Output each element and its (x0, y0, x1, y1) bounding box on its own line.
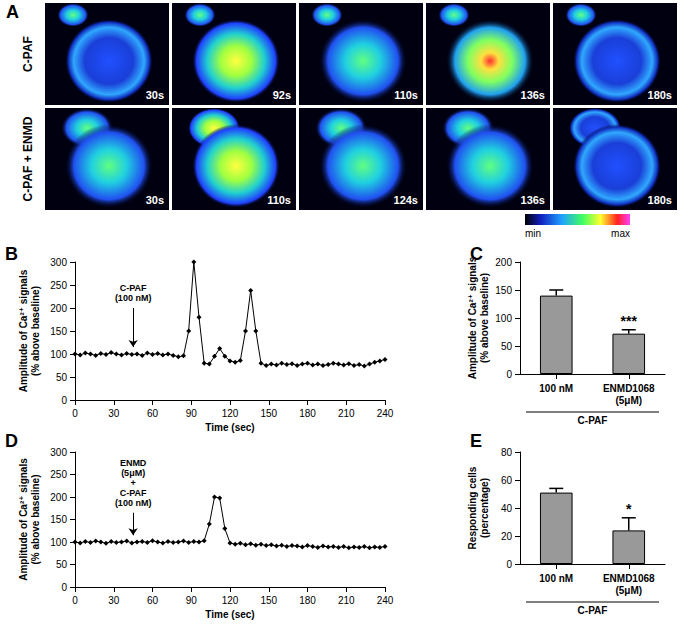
svg-text:120: 120 (222, 408, 239, 419)
svg-text:C-PAF: C-PAF (578, 415, 608, 426)
svg-text:150: 150 (50, 514, 67, 525)
svg-text:150: 150 (50, 326, 67, 337)
svg-text:Amplitude of Ca²⁺ signals: Amplitude of Ca²⁺ signals (467, 256, 478, 379)
svg-text:30: 30 (108, 408, 120, 419)
svg-text:180: 180 (299, 408, 316, 419)
svg-text:300: 300 (50, 447, 67, 458)
svg-text:C-PAF: C-PAF (578, 605, 608, 616)
svg-text:200: 200 (50, 492, 67, 503)
svg-text:C-PAF: C-PAF (120, 488, 147, 498)
svg-text:100 nM: 100 nM (539, 573, 573, 584)
svg-text:(5μM): (5μM) (615, 395, 642, 406)
svg-text:210: 210 (338, 595, 355, 606)
svg-text:250: 250 (50, 469, 67, 480)
svg-text:90: 90 (186, 408, 198, 419)
svg-text:0: 0 (506, 369, 512, 380)
svg-text:60: 60 (147, 408, 159, 419)
svg-text:(100 nM): (100 nM) (115, 293, 152, 303)
svg-text:124s: 124s (394, 194, 418, 206)
svg-text:C-PAF: C-PAF (120, 283, 147, 293)
svg-text:ENMD: ENMD (120, 458, 147, 468)
svg-text:110s: 110s (267, 194, 291, 206)
svg-text:*: * (626, 501, 632, 517)
svg-text:150: 150 (260, 408, 277, 419)
svg-text:0: 0 (72, 595, 78, 606)
svg-text:ENMD1068: ENMD1068 (603, 383, 655, 394)
svg-text:Amplitude of Ca²⁺ signals: Amplitude of Ca²⁺ signals (18, 458, 29, 581)
svg-text:60: 60 (501, 475, 513, 486)
svg-text:100: 100 (50, 537, 67, 548)
svg-text:200: 200 (495, 257, 512, 268)
svg-text:180s: 180s (648, 194, 672, 206)
svg-text:Amplitude of Ca²⁺ signals: Amplitude of Ca²⁺ signals (18, 269, 29, 392)
svg-text:50: 50 (501, 341, 513, 352)
svg-text:B: B (5, 244, 18, 264)
svg-text:240: 240 (377, 408, 394, 419)
svg-text:E: E (470, 431, 482, 451)
svg-text:120: 120 (222, 595, 239, 606)
svg-text:(100 nM): (100 nM) (115, 498, 152, 508)
svg-text:250: 250 (50, 280, 67, 291)
svg-text:(% above baseline): (% above baseline) (30, 474, 41, 564)
svg-text:80: 80 (501, 447, 513, 458)
svg-text:100: 100 (495, 313, 512, 324)
svg-text:136s: 136s (521, 194, 545, 206)
svg-text:D: D (5, 431, 18, 451)
svg-text:0: 0 (72, 408, 78, 419)
svg-text:100 nM: 100 nM (539, 383, 573, 394)
svg-text:C: C (470, 244, 483, 264)
svg-text:90: 90 (186, 595, 198, 606)
svg-text:50: 50 (56, 372, 68, 383)
svg-text:Time (sec): Time (sec) (205, 609, 254, 620)
svg-text:ENMD1068: ENMD1068 (603, 573, 655, 584)
svg-text:+: + (130, 478, 135, 488)
svg-text:(% above baseline): (% above baseline) (30, 286, 41, 376)
svg-text:30: 30 (108, 595, 120, 606)
svg-text:0: 0 (61, 395, 67, 406)
svg-text:150: 150 (495, 285, 512, 296)
svg-text:(percentage): (percentage) (479, 478, 490, 538)
svg-text:92s: 92s (273, 89, 291, 101)
svg-text:Time (sec): Time (sec) (205, 422, 254, 433)
svg-text:30s: 30s (146, 194, 164, 206)
svg-text:136s: 136s (521, 89, 545, 101)
svg-text:180: 180 (299, 595, 316, 606)
svg-text:60: 60 (147, 595, 159, 606)
svg-text:100: 100 (50, 349, 67, 360)
svg-text:150: 150 (260, 595, 277, 606)
svg-text:20: 20 (501, 531, 513, 542)
svg-text:180s: 180s (648, 89, 672, 101)
svg-text:min: min (525, 228, 541, 239)
svg-text:A: A (6, 2, 19, 22)
svg-text:C-PAF: C-PAF (21, 36, 35, 72)
svg-text:(5μM): (5μM) (121, 468, 145, 478)
svg-text:210: 210 (338, 408, 355, 419)
svg-text:***: *** (621, 313, 638, 329)
svg-text:C-PAF + ENMD: C-PAF + ENMD (21, 116, 35, 201)
svg-text:300: 300 (50, 257, 67, 268)
svg-text:240: 240 (377, 595, 394, 606)
svg-text:Responding cells: Responding cells (467, 466, 478, 549)
svg-text:(% above baseline): (% above baseline) (479, 273, 490, 363)
svg-text:110s: 110s (394, 89, 418, 101)
svg-text:(5μM): (5μM) (615, 585, 642, 596)
svg-text:30s: 30s (146, 89, 164, 101)
svg-text:max: max (611, 228, 630, 239)
svg-text:0: 0 (506, 559, 512, 570)
svg-text:200: 200 (50, 303, 67, 314)
svg-text:40: 40 (501, 503, 513, 514)
svg-text:0: 0 (61, 582, 67, 593)
svg-text:50: 50 (56, 559, 68, 570)
